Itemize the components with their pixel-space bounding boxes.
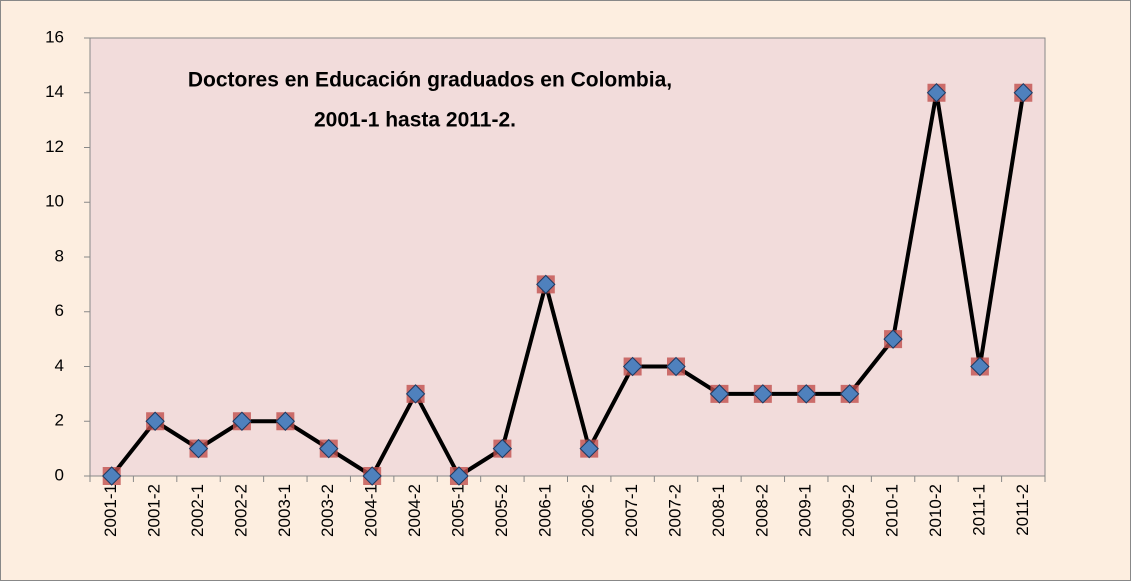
plot-area: [89, 37, 1046, 477]
y-tick-label: 6: [55, 301, 64, 320]
marker: [622, 356, 643, 377]
x-tick-label: 2010-2: [926, 484, 945, 537]
x-tick-label: 2004-2: [405, 484, 424, 537]
marker: [883, 329, 903, 349]
marker-diamond: [796, 384, 816, 404]
y-tick-label: 14: [45, 82, 64, 101]
marker-diamond: [926, 83, 947, 103]
marker: [362, 466, 382, 486]
x-tick-label: 2009-1: [796, 484, 815, 537]
x-tick-label: 2007-1: [622, 484, 641, 537]
marker-diamond: [709, 384, 730, 404]
y-tick-label: 8: [55, 246, 64, 265]
marker: [188, 438, 209, 459]
marker-diamond: [101, 466, 122, 486]
y-tick-label: 10: [45, 192, 64, 211]
marker: [753, 384, 773, 404]
marker-diamond: [232, 411, 252, 431]
x-tick-label: 2002-2: [231, 484, 250, 537]
x-tick-label: 2008-2: [752, 484, 771, 537]
marker: [926, 83, 947, 103]
y-tick-label: 4: [55, 356, 64, 375]
marker: [232, 411, 252, 431]
marker-diamond: [405, 384, 426, 404]
marker: [275, 411, 296, 431]
marker: [709, 384, 730, 404]
y-tick-label: 16: [45, 27, 64, 46]
x-tick-label: 2011-2: [1013, 484, 1032, 536]
x-tick-label: 2003-1: [275, 484, 294, 537]
marker-diamond: [145, 411, 165, 431]
x-tick-label: 2001-2: [145, 484, 164, 537]
marker: [101, 466, 122, 486]
marker-diamond: [753, 384, 773, 404]
x-tick-label: 2006-1: [535, 484, 554, 537]
x-tick-label: 2008-1: [709, 484, 728, 537]
marker: [405, 384, 426, 404]
marker-diamond: [970, 356, 990, 377]
x-tick-label: 2003-2: [318, 484, 337, 537]
x-tick-label: 2004-1: [362, 484, 381, 537]
marker: [492, 438, 513, 459]
x-tick-label: 2010-1: [883, 484, 902, 537]
marker-diamond: [275, 411, 296, 431]
chart-title: Doctores en Educación graduados en Colom…: [188, 69, 672, 92]
marker: [319, 438, 339, 459]
y-tick-label: 2: [55, 411, 64, 430]
marker: [970, 356, 990, 377]
marker: [839, 384, 860, 404]
marker: [145, 411, 165, 431]
x-tick-label: 2001-1: [101, 484, 120, 537]
marker-diamond: [449, 466, 469, 486]
marker: [1013, 83, 1034, 103]
marker-diamond: [579, 438, 599, 459]
x-tick-label: 2011-1: [969, 484, 988, 536]
x-tick-label: 2005-1: [448, 484, 467, 537]
marker: [579, 438, 599, 459]
x-tick-label: 2007-2: [666, 484, 685, 537]
marker-diamond: [362, 466, 382, 486]
marker: [536, 274, 556, 295]
marker-diamond: [319, 438, 339, 459]
chart-title: 2001-1 hasta 2011-2.: [314, 109, 516, 132]
y-tick-label: 12: [45, 137, 64, 156]
x-tick-label: 2005-2: [492, 484, 511, 537]
marker-diamond: [883, 329, 903, 349]
marker-diamond: [666, 356, 686, 377]
line: [110, 90, 1026, 478]
marker: [666, 356, 686, 377]
marker-diamond: [492, 438, 513, 459]
marker-diamond: [536, 274, 556, 295]
marker-diamond: [839, 384, 860, 404]
marker: [449, 466, 469, 486]
marker-diamond: [1013, 83, 1034, 103]
x-tick-label: 2002-1: [188, 484, 207, 537]
marker-diamond: [622, 356, 643, 377]
y-tick-label: 0: [55, 465, 64, 484]
marker-diamond: [188, 438, 209, 459]
marker: [796, 384, 816, 404]
x-tick-label: 2006-2: [579, 484, 598, 537]
x-tick-label: 2009-2: [839, 484, 858, 537]
